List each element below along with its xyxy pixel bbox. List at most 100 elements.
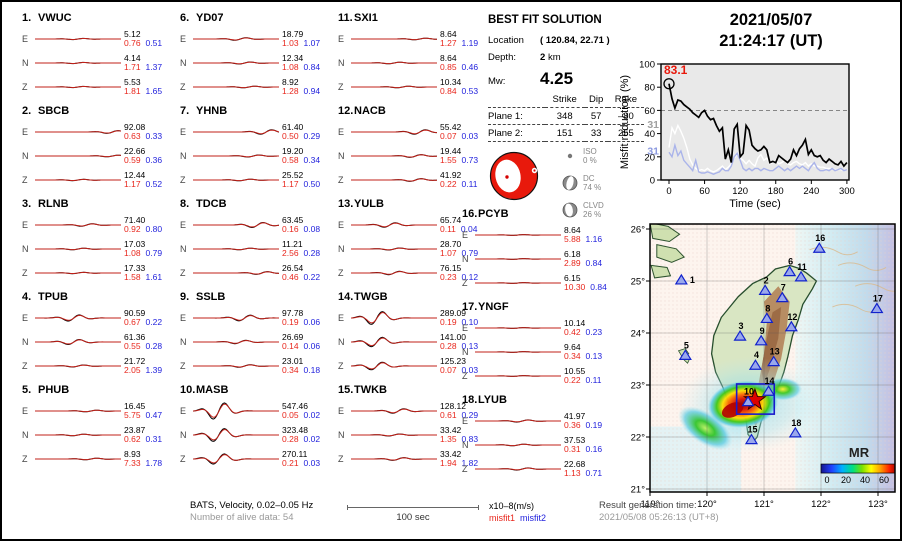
component-label: E: [22, 127, 29, 137]
misfit2-value: 0.34: [303, 155, 321, 165]
misfit2-value: 0.47: [145, 410, 163, 420]
bandpass-info: BATS, Velocity, 0.02–0.05 Hz: [190, 500, 314, 511]
station-name: 11.SXI1: [338, 12, 378, 24]
svg-text:13: 13: [770, 347, 780, 357]
amplitude-value: 37.53: [564, 434, 586, 445]
trace-values: 22.66 0.59 0.36: [124, 146, 162, 166]
waveform-icon: [35, 271, 121, 275]
misfit1-value: 0.16: [282, 224, 299, 234]
trace-values: 9.64 0.34 0.13: [564, 342, 603, 362]
misfit1-value: 0.50: [282, 131, 299, 141]
amplitude-value: 12.34: [282, 52, 304, 63]
amplitude-value: 71.40: [124, 214, 146, 225]
component-label: Z: [338, 361, 344, 371]
waveform-icon: [475, 419, 561, 423]
svg-text:MR: MR: [849, 445, 870, 460]
map-station-triangle-icon: [748, 359, 763, 370]
amplitude-value: 90.59: [124, 307, 146, 318]
map-station-triangle-icon: [741, 395, 755, 407]
trace-values: 11.21 2.56 0.28: [282, 239, 320, 259]
component-label: E: [462, 416, 469, 426]
unit-legend: x10–8(m/s) misfit1 misfit2: [489, 500, 546, 524]
misfit2-value: 0.03: [461, 365, 479, 375]
trace-row: Z 8.92 1.28 0.94: [180, 75, 335, 99]
trace-row: E 97.78 0.19 0.06: [180, 306, 335, 330]
waveform-icon: [193, 178, 279, 182]
map-station-triangle-icon: [754, 334, 768, 346]
trace-values: 22.68 1.13 0.71: [564, 459, 603, 479]
station-name: 17.YNGF: [462, 301, 509, 313]
trace-values: 97.78 0.19 0.06: [282, 308, 320, 328]
svg-text:18: 18: [791, 418, 801, 428]
waveform-icon: [475, 258, 561, 260]
component-label: N: [180, 430, 187, 440]
component-label: Z: [180, 175, 186, 185]
trace-row: N 19.44 1.55 0.73: [338, 144, 493, 168]
svg-text:40: 40: [860, 475, 870, 485]
trace-values: 270.11 0.21 0.03: [282, 449, 320, 469]
component-label: E: [180, 34, 187, 44]
map-station-triangle-icon: [761, 385, 776, 396]
svg-text:16: 16: [815, 233, 825, 243]
iso-label: ISO: [583, 146, 597, 156]
misfit2-value: 0.02: [303, 410, 321, 420]
misfit2-value: 0.29: [461, 410, 479, 420]
misfit1-value: 7.33: [124, 458, 141, 468]
misfit2-value: 0.84: [585, 258, 603, 268]
misfit2-value: 1.37: [145, 62, 163, 72]
station-block: 15.TWKB E 128.12 0.61 0.29 N 33.42 1.35 0.83 Z 33.…: [338, 384, 493, 471]
misfit1-value: 0.76: [124, 38, 141, 48]
misfit1-value: 0.21: [282, 458, 299, 468]
clvd-icon: [562, 202, 578, 217]
svg-text:25°: 25°: [631, 277, 646, 288]
event-time: 21:24:17 (UT): [719, 32, 823, 50]
misfit2-value: 0.06: [303, 341, 321, 351]
dc-item: DC 74 %: [562, 169, 604, 196]
location-row: Location ( 120.84, 22.71 ): [488, 35, 648, 46]
misfit1-value: 1.08: [282, 62, 299, 72]
amplitude-value: 18.79: [282, 28, 304, 39]
waveform-icon: [35, 61, 121, 65]
trace-values: 55.42 0.07 0.03: [440, 122, 479, 142]
data-description: BATS, Velocity, 0.02–0.05 Hz Number of a…: [190, 500, 313, 524]
misfit1-value: 0.34: [564, 351, 581, 361]
waveform-icon: [351, 61, 437, 65]
map-station-triangle-icon: [744, 433, 759, 445]
trace-row: E 92.08 0.63 0.33: [22, 120, 177, 144]
depth-unit: km: [547, 52, 561, 63]
focal-mechanism-beachball-icon: [489, 151, 539, 201]
dc-pct: 74 %: [583, 182, 602, 192]
waveform-icon: [35, 178, 121, 182]
trace-values: 28.70 1.07 0.79: [440, 239, 478, 259]
trace-row: E 8.64 5.88 1.16: [462, 223, 617, 247]
component-label: N: [180, 244, 187, 254]
decomposition-list: ISO 0 % DC 74 % CLVD 26 %: [562, 142, 604, 223]
solution-title: BEST FIT SOLUTION: [488, 14, 602, 26]
misfit2-value: 0.13: [585, 351, 603, 361]
component-label: E: [180, 313, 187, 323]
trace-values: 17.03 1.08 0.79: [124, 239, 162, 259]
svg-text:Time (sec): Time (sec): [729, 198, 781, 210]
trace-row: E 8.64 1.27 1.19: [338, 27, 493, 51]
plane1-strike: 348: [544, 107, 585, 125]
station-name: 12.NACB: [338, 105, 386, 117]
misfit2-value: 0.83: [461, 434, 479, 444]
trace-row: Z 23.01 0.34 0.18: [180, 354, 335, 378]
best-fit-solution-panel: BEST FIT SOLUTION Location ( 120.84, 22.…: [488, 14, 648, 223]
misfit2-value: 0.03: [461, 131, 479, 141]
trace-values: 10.55 0.22 0.11: [564, 366, 601, 386]
misfit2-value: 0.71: [585, 468, 603, 478]
depth-label: Depth:: [488, 52, 516, 63]
amplitude-value: 26.69: [282, 331, 304, 342]
station-name: 16.PCYB: [462, 208, 509, 220]
trace-values: 8.64 0.85 0.46: [440, 53, 478, 73]
misfit1-value: 1.55: [440, 155, 457, 165]
trace-values: 5.53 1.81 1.65: [124, 77, 162, 97]
trace-row: E 61.40 0.50 0.29: [180, 120, 335, 144]
misfit1-value: 0.14: [282, 341, 299, 351]
station-block: 6. YD07 E 18.79 1.03 1.07 N 12.34 1.08 0.84 Z 8.92 1…: [180, 12, 335, 99]
misfit2-value: 0.52: [145, 179, 163, 189]
component-label: N: [22, 151, 29, 161]
amplitude-value: 547.46: [282, 400, 308, 411]
waveform-icon: [351, 129, 437, 135]
